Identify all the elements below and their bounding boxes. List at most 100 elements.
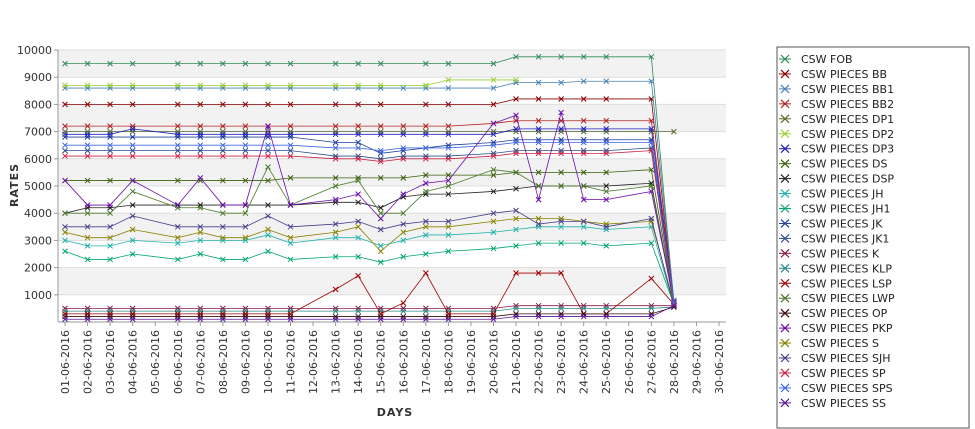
data-point-marker — [445, 218, 452, 225]
data-point-marker — [242, 60, 249, 67]
series-csw-pieces-pkp — [62, 109, 677, 305]
series-line — [64, 218, 675, 304]
x-tick-label: 23-06-2016 — [555, 330, 568, 394]
data-point-marker — [62, 60, 68, 67]
legend-label: CSW PIECES SJH — [801, 352, 890, 365]
legend-label: CSW PIECES BB — [801, 68, 887, 81]
data-point-marker — [603, 53, 610, 60]
y-axis-ticks: 1000 2000 3000 4000 5000 6000 7000 8000 9000 1000… — [17, 44, 58, 302]
series-csw-pieces-jh1 — [62, 240, 677, 308]
data-point-marker — [377, 82, 384, 89]
data-point-marker — [84, 123, 91, 130]
series-line — [65, 80, 675, 301]
data-point-marker — [287, 147, 294, 154]
data-point-marker — [197, 229, 204, 236]
x-tick-label: 13-06-2016 — [330, 330, 343, 394]
data-point-marker — [242, 153, 249, 159]
data-point-marker — [265, 202, 271, 208]
series-csw-pieces-sjh — [62, 207, 677, 309]
legend-label: CSW PIECES KLP — [801, 262, 892, 275]
data-point-marker — [377, 215, 384, 222]
data-point-marker — [400, 229, 407, 236]
legend-label: CSW PIECES DSP — [801, 173, 894, 186]
data-point-marker — [671, 302, 677, 309]
series-csw-pieces-ss — [62, 302, 677, 323]
x-tick-label: 01-06-2016 — [59, 330, 72, 394]
data-point-marker — [377, 147, 384, 154]
data-point-marker — [535, 169, 542, 176]
data-point-marker — [490, 218, 497, 225]
data-point-marker — [422, 172, 429, 178]
data-point-marker — [174, 177, 181, 184]
data-point-marker — [265, 60, 271, 67]
series-line — [65, 142, 675, 304]
x-axis-ticks: 01-06-2016 02-06-2016 03-06-2016 04-06-2016… — [59, 322, 726, 394]
data-point-marker — [603, 242, 610, 249]
x-tick-label: 20-06-2016 — [487, 330, 500, 394]
x-tick-label: 28-06-2016 — [668, 330, 681, 394]
data-point-marker — [355, 101, 362, 108]
data-point-marker — [197, 316, 204, 323]
data-point-marker — [220, 134, 226, 140]
data-point-marker — [129, 251, 136, 257]
data-point-marker — [84, 242, 91, 249]
data-point-marker — [603, 305, 610, 312]
data-point-marker — [558, 79, 564, 86]
data-point-marker — [107, 142, 113, 149]
data-point-marker — [174, 256, 181, 263]
data-point-marker — [174, 234, 181, 241]
data-point-marker — [197, 153, 204, 159]
data-point-marker — [513, 150, 519, 157]
data-point-marker — [580, 223, 587, 230]
data-point-marker — [62, 134, 68, 140]
data-point-marker — [377, 226, 384, 233]
data-point-marker — [265, 316, 271, 323]
data-point-marker — [197, 204, 204, 211]
x-tick-label: 27-06-2016 — [645, 330, 658, 394]
x-tick-label: 22-06-2016 — [533, 330, 546, 394]
series-line — [65, 147, 675, 306]
data-point-marker — [220, 234, 226, 241]
data-point-marker — [377, 60, 384, 67]
data-point-marker — [107, 256, 113, 263]
data-point-marker — [648, 275, 655, 282]
legend-label: CSW PIECES JH — [801, 188, 884, 201]
legend-item: CSW PIECES OP — [779, 307, 888, 320]
data-point-marker — [648, 78, 655, 85]
data-point-marker — [129, 147, 136, 154]
legend-item: CSW PIECES LSP — [779, 277, 892, 290]
data-point-marker — [535, 215, 542, 222]
legend-item: CSW PIECES BB — [779, 68, 887, 81]
data-point-marker — [220, 142, 226, 149]
data-point-marker — [174, 101, 181, 108]
data-point-marker — [332, 145, 339, 151]
data-point-marker — [62, 153, 68, 159]
data-point-marker — [107, 234, 113, 241]
data-point-marker — [84, 60, 91, 67]
data-point-marker — [287, 142, 294, 149]
series-line — [65, 272, 675, 315]
data-point-marker — [332, 316, 339, 323]
data-point-marker — [332, 101, 339, 108]
data-point-marker — [558, 218, 564, 225]
series-line — [64, 242, 675, 305]
data-point-marker — [332, 196, 339, 203]
data-point-marker — [513, 96, 519, 102]
data-point-marker — [242, 202, 249, 208]
data-point-marker — [62, 101, 68, 108]
data-point-marker — [355, 82, 362, 89]
data-point-marker — [220, 202, 226, 208]
data-point-marker — [62, 210, 68, 217]
data-point-marker — [400, 308, 407, 314]
series-layer — [62, 53, 677, 323]
data-point-marker — [84, 147, 91, 154]
x-tick-label: 17-06-2016 — [420, 330, 433, 394]
data-point-marker — [355, 234, 362, 241]
data-point-marker — [220, 256, 226, 263]
series-line — [65, 128, 675, 306]
x-tick-label: 12-06-2016 — [307, 330, 320, 394]
data-point-marker — [422, 188, 429, 195]
data-point-marker — [535, 126, 542, 132]
data-point-marker — [648, 183, 655, 189]
data-point-marker — [422, 131, 429, 138]
